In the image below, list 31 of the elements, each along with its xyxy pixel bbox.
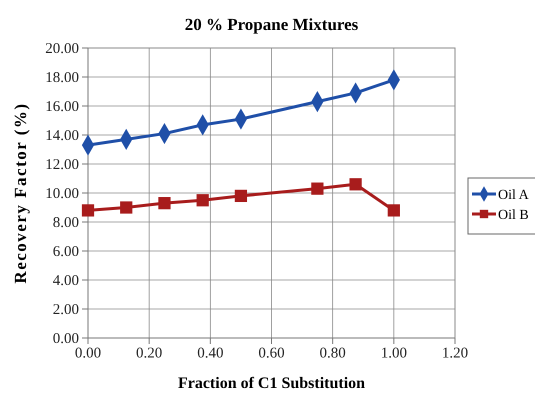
y-tick-label: 16.00 xyxy=(45,98,79,115)
legend-label: Oil A xyxy=(498,188,530,203)
point xyxy=(311,182,324,195)
x-axis-title: Fraction of C1 Substitution xyxy=(178,375,366,392)
y-tick-label: 2.00 xyxy=(52,302,79,318)
point xyxy=(388,204,400,217)
y-tick-label: 14.00 xyxy=(45,128,79,144)
legend-label: Oil B xyxy=(498,208,529,223)
y-tick-label: 18.00 xyxy=(45,70,79,86)
point xyxy=(196,194,209,206)
y-tick-label: 4.00 xyxy=(52,272,79,289)
point xyxy=(120,201,132,214)
y-tick-label: 10.00 xyxy=(45,186,79,202)
y-tick-label: 8.00 xyxy=(52,214,79,231)
chart-title: 20 % Propane Mixtures xyxy=(184,15,359,34)
y-tick-label: 12.00 xyxy=(45,156,79,173)
x-tick-label: 0.60 xyxy=(258,346,285,362)
y-tick-label: 20.00 xyxy=(45,40,79,57)
x-tick-label: 1.00 xyxy=(380,346,407,362)
x-tick-label: 0.80 xyxy=(320,346,346,362)
x-tick-label: 0.00 xyxy=(74,346,102,362)
x-tick-label: 0.20 xyxy=(136,346,162,362)
point xyxy=(349,178,362,190)
point xyxy=(158,197,171,210)
y-tick-label: 0.00 xyxy=(52,330,79,347)
y-axis-title: Recovery Factor (%) xyxy=(11,102,30,284)
x-tick-label: 0.40 xyxy=(197,346,224,362)
x-tick-label: 1.20 xyxy=(442,346,468,362)
y-tick-label: 6.00 xyxy=(52,244,79,260)
point xyxy=(234,190,248,202)
point xyxy=(82,204,94,217)
